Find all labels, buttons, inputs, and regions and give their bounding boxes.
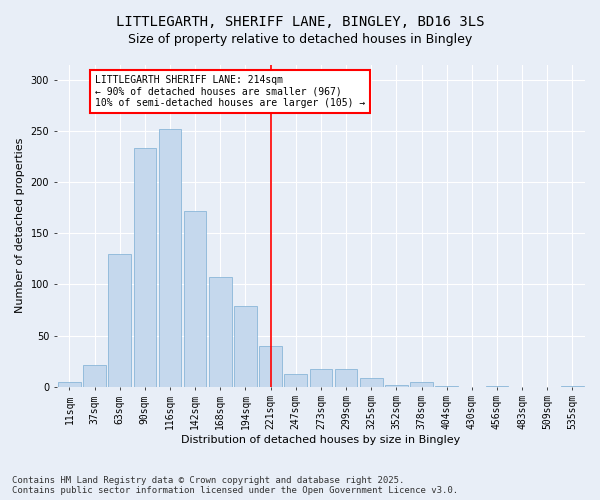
Bar bbox=[134, 148, 156, 386]
Bar bbox=[259, 346, 282, 387]
X-axis label: Distribution of detached houses by size in Bingley: Distribution of detached houses by size … bbox=[181, 435, 461, 445]
Bar bbox=[209, 278, 232, 386]
Text: LITTLEGARTH SHERIFF LANE: 214sqm
← 90% of detached houses are smaller (967)
10% : LITTLEGARTH SHERIFF LANE: 214sqm ← 90% o… bbox=[95, 75, 365, 108]
Bar bbox=[284, 374, 307, 386]
Bar bbox=[335, 369, 358, 386]
Bar bbox=[158, 130, 181, 386]
Bar bbox=[410, 382, 433, 386]
Bar bbox=[109, 254, 131, 386]
Bar bbox=[310, 369, 332, 386]
Y-axis label: Number of detached properties: Number of detached properties bbox=[15, 138, 25, 314]
Bar bbox=[58, 382, 81, 386]
Text: Contains HM Land Registry data © Crown copyright and database right 2025.
Contai: Contains HM Land Registry data © Crown c… bbox=[12, 476, 458, 495]
Bar bbox=[234, 306, 257, 386]
Bar bbox=[385, 384, 407, 386]
Bar bbox=[360, 378, 383, 386]
Bar bbox=[184, 211, 206, 386]
Text: Size of property relative to detached houses in Bingley: Size of property relative to detached ho… bbox=[128, 32, 472, 46]
Text: LITTLEGARTH, SHERIFF LANE, BINGLEY, BD16 3LS: LITTLEGARTH, SHERIFF LANE, BINGLEY, BD16… bbox=[116, 15, 484, 29]
Bar bbox=[83, 365, 106, 386]
